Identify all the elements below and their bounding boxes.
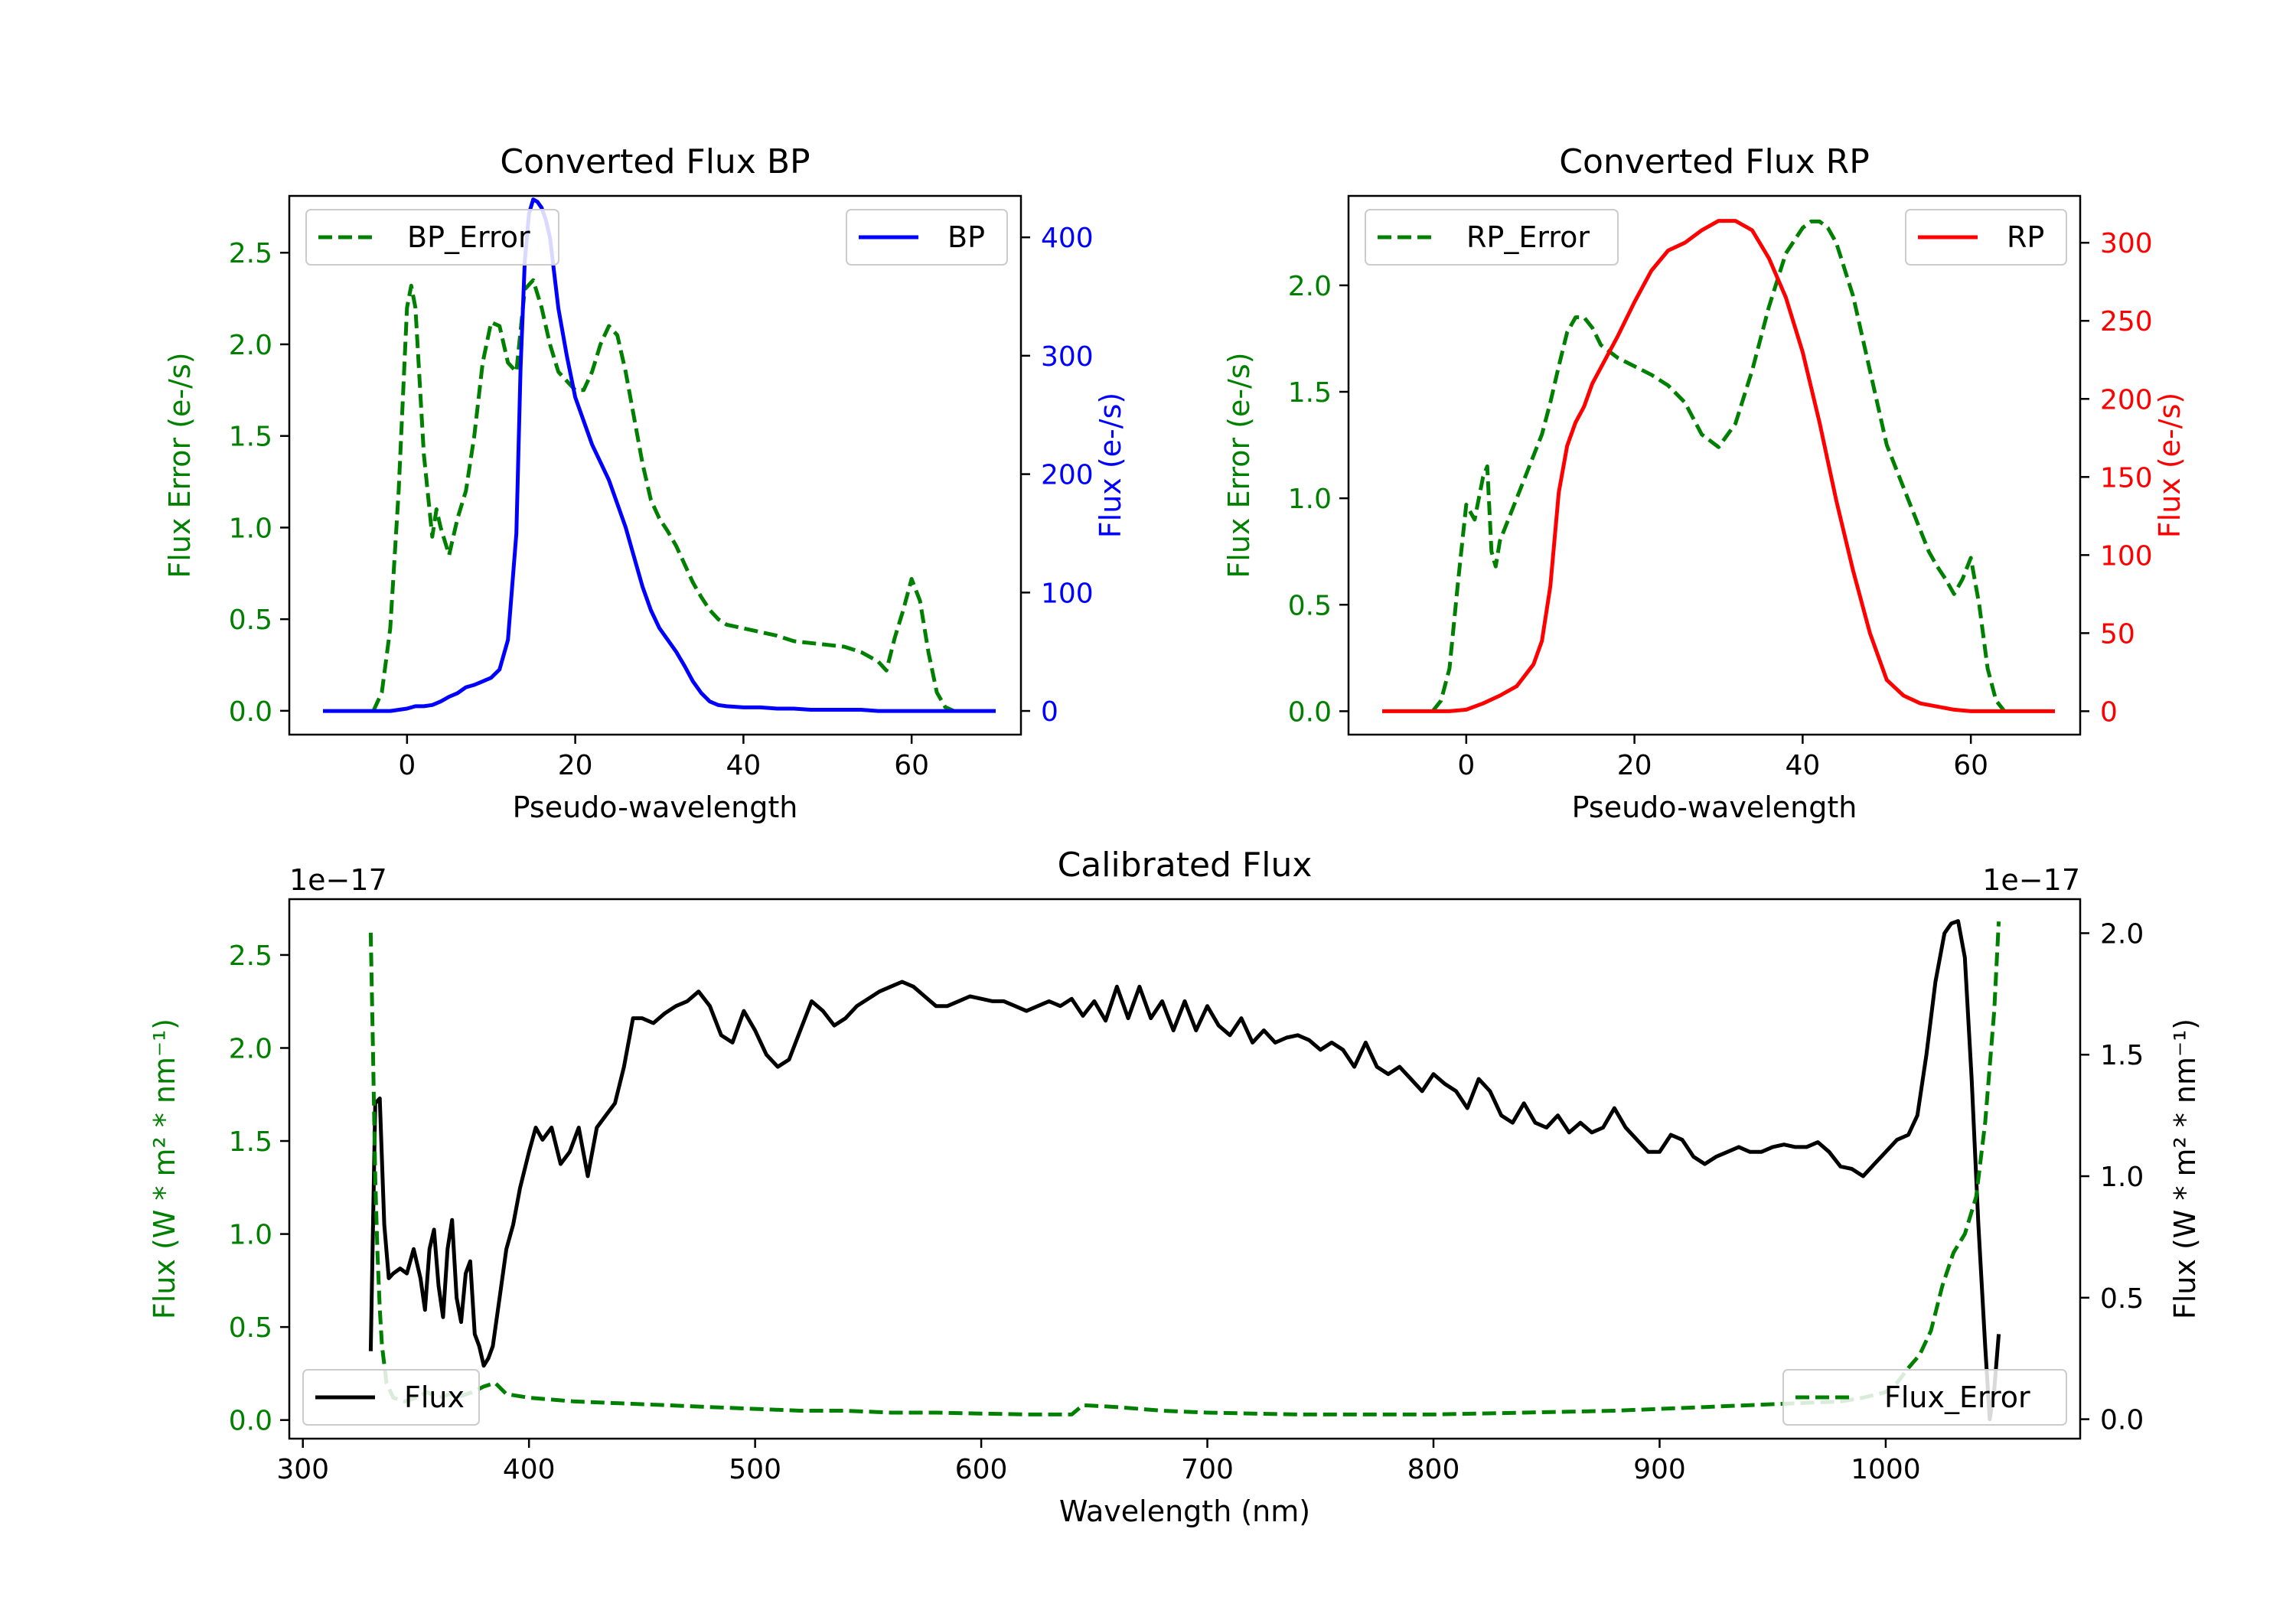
plot-frame bbox=[288, 898, 2082, 1440]
y-left-offset-label: 1e−17 bbox=[289, 863, 387, 897]
y-right-tick-label: 400 bbox=[1041, 223, 1094, 254]
y-left-tick-label: 2.5 bbox=[229, 238, 272, 269]
x-tick-label: 800 bbox=[1407, 1454, 1460, 1485]
legend-box bbox=[302, 1369, 480, 1426]
legend-left: BP_Error bbox=[305, 209, 559, 266]
x-tick-label: 0 bbox=[1457, 750, 1475, 781]
series-line-bp bbox=[323, 197, 996, 713]
y-left-tick-label: 1.0 bbox=[229, 1220, 272, 1251]
y-right-tick-label: 1.5 bbox=[2100, 1040, 2144, 1071]
y-left-axis-label: Flux (W * m² * nm⁻¹) bbox=[148, 1019, 181, 1319]
x-tick-label: 1000 bbox=[1851, 1454, 1921, 1485]
y-right-tick-label: 0 bbox=[1041, 696, 1058, 728]
x-tick-label: 700 bbox=[1181, 1454, 1234, 1485]
legend-box bbox=[1365, 209, 1619, 266]
legend-box bbox=[846, 209, 1008, 266]
y-left-tick-label: 2.5 bbox=[229, 940, 272, 972]
y-left-tick-label: 2.0 bbox=[229, 1033, 272, 1064]
y-left-tick-label: 0.5 bbox=[229, 605, 272, 636]
y-left-tick-label: 2.0 bbox=[1288, 271, 1332, 302]
y-left-tick-label: 0.0 bbox=[229, 1406, 272, 1437]
legend-right: RP bbox=[1905, 209, 2067, 266]
plot-frame bbox=[288, 194, 1022, 736]
chart-bp: Converted Flux BP 0 20 40 60 Pseudo-wavelengt… bbox=[163, 142, 1127, 824]
y-right-tick-label: 0 bbox=[2100, 696, 2118, 728]
x-tick-label: 300 bbox=[276, 1454, 329, 1485]
y-left-tick-label: 0.5 bbox=[1288, 590, 1332, 621]
y-right-tick-label: 100 bbox=[2100, 540, 2153, 572]
y-left-tick-label: 0.5 bbox=[229, 1312, 272, 1344]
y-left-tick-label: 0.0 bbox=[1288, 696, 1332, 728]
y-left-tick-label: 1.5 bbox=[229, 422, 272, 453]
y-left-tick-label: 1.0 bbox=[1288, 484, 1332, 515]
x-tick-label: 60 bbox=[1953, 750, 1988, 781]
chart-calibrated: Calibrated Flux 300 400 500 600 700 800 900 1000… bbox=[148, 846, 2202, 1528]
x-axis-label: Pseudo-wavelength bbox=[1572, 790, 1857, 824]
y-right-tick-label: 50 bbox=[2100, 618, 2135, 650]
x-tick-label: 20 bbox=[1617, 750, 1652, 781]
y-right-tick-label: 300 bbox=[1041, 341, 1094, 373]
legend-label: Flux bbox=[404, 1380, 465, 1414]
x-tick-label: 400 bbox=[503, 1454, 556, 1485]
legend-right: BP bbox=[846, 209, 1008, 266]
y-left-axis-label: Flux Error (e-/s) bbox=[163, 352, 197, 578]
x-tick-label: 500 bbox=[729, 1454, 781, 1485]
series-line-flux bbox=[368, 919, 2001, 1422]
y-left-tick-label: 1.0 bbox=[229, 513, 272, 544]
y-right-tick-label: 200 bbox=[1041, 460, 1094, 491]
y-right-tick-label: 1.0 bbox=[2100, 1162, 2144, 1193]
chart-title: Converted Flux RP bbox=[1559, 142, 1870, 181]
y-right-tick-label: 2.0 bbox=[2100, 918, 2144, 950]
y-right-axis-label: Flux (e-/s) bbox=[2153, 393, 2187, 538]
plot-frame bbox=[1347, 194, 2082, 736]
x-tick-label: 40 bbox=[1785, 750, 1820, 781]
y-right-axis-label: Flux (W * m² * nm⁻¹) bbox=[2168, 1019, 2202, 1319]
x-tick-label: 20 bbox=[558, 750, 593, 781]
legend-left: RP_Error bbox=[1365, 209, 1619, 266]
legend-right: Flux_Error bbox=[1782, 1369, 2067, 1426]
legend-label: RP_Error bbox=[1466, 220, 1590, 254]
legend-box bbox=[305, 209, 559, 266]
y-right-tick-label: 150 bbox=[2100, 462, 2153, 494]
series-line-rp bbox=[1382, 219, 2055, 713]
y-left-tick-label: 2.0 bbox=[229, 330, 272, 361]
y-right-axis-label: Flux (e-/s) bbox=[1094, 393, 1127, 538]
legend-label: BP_Error bbox=[407, 220, 530, 254]
y-right-tick-label: 0.5 bbox=[2100, 1283, 2144, 1315]
x-tick-label: 600 bbox=[955, 1454, 1008, 1485]
legend-label: BP bbox=[947, 220, 985, 254]
series-line-bp-error bbox=[371, 278, 955, 713]
legend-left: Flux bbox=[302, 1369, 480, 1426]
y-right-tick-label: 0.0 bbox=[2100, 1405, 2144, 1436]
legend-box bbox=[1905, 209, 2067, 266]
x-axis-label: Wavelength (nm) bbox=[1059, 1495, 1310, 1528]
y-right-tick-label: 100 bbox=[1041, 578, 1094, 609]
legend-label: RP bbox=[2007, 220, 2044, 254]
x-tick-label: 0 bbox=[398, 750, 416, 781]
chart-rp: Converted Flux RP 0 20 40 60 Pseudo-wavelengt… bbox=[1222, 142, 2187, 824]
legend-box bbox=[1782, 1369, 2067, 1426]
y-left-tick-label: 1.5 bbox=[229, 1126, 272, 1158]
y-right-tick-label: 200 bbox=[2100, 384, 2153, 416]
y-right-tick-label: 300 bbox=[2100, 228, 2153, 259]
y-right-offset-label: 1e−17 bbox=[1982, 863, 2080, 897]
series-line-rp-error bbox=[1430, 219, 2007, 712]
chart-title: Calibrated Flux bbox=[1058, 846, 1313, 885]
y-left-axis-label: Flux Error (e-/s) bbox=[1222, 352, 1256, 578]
y-right-tick-label: 250 bbox=[2100, 306, 2153, 337]
x-tick-label: 900 bbox=[1633, 1454, 1686, 1485]
chart-title: Converted Flux BP bbox=[500, 142, 810, 181]
y-left-tick-label: 0.0 bbox=[229, 696, 272, 728]
x-axis-label: Pseudo-wavelength bbox=[513, 790, 798, 824]
x-tick-label: 40 bbox=[726, 750, 761, 781]
x-tick-label: 60 bbox=[894, 750, 929, 781]
y-left-tick-label: 1.5 bbox=[1288, 377, 1332, 409]
legend-label: Flux_Error bbox=[1884, 1380, 2030, 1414]
